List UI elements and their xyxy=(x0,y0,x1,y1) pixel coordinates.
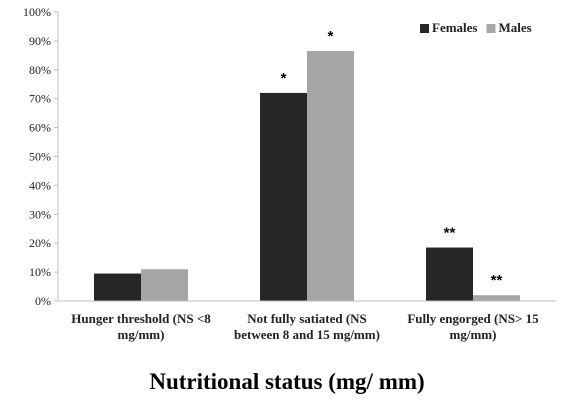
bar-males-0 xyxy=(141,269,188,301)
bar-males-1 xyxy=(307,51,354,301)
legend-swatch-males xyxy=(486,24,495,33)
legend-label-males: Males xyxy=(498,20,531,35)
x-category-label: Hunger threshold (NS <8 mg/mm) xyxy=(71,311,211,342)
bar-males-2 xyxy=(473,295,520,301)
y-tick-label: 90% xyxy=(29,34,51,48)
y-tick-label: 40% xyxy=(29,178,51,192)
x-axis-title: Nutritional status (mg/ mm) xyxy=(149,369,424,394)
bar-females-2 xyxy=(426,248,473,301)
x-category-label: Not fully satiated (NS between 8 and 15 m… xyxy=(234,311,380,342)
bars xyxy=(94,51,520,301)
significance-marker: * xyxy=(328,28,334,45)
y-tick-label: 10% xyxy=(29,265,51,279)
x-category-label: Fully engorged (NS> 15 mg/mm) xyxy=(407,311,539,342)
y-tick-label: 30% xyxy=(29,207,51,221)
significance-marker: * xyxy=(281,70,287,87)
legend: Females Males xyxy=(420,20,532,35)
y-tick-label: 50% xyxy=(29,150,51,164)
significance-marker: ** xyxy=(444,225,456,242)
y-tick-label: 20% xyxy=(29,236,51,250)
bar-females-1 xyxy=(260,93,307,301)
y-tick-label: 80% xyxy=(29,63,51,77)
legend-label-females: Females xyxy=(432,20,477,35)
y-tick-label: 0% xyxy=(35,294,51,308)
x-axis: Hunger threshold (NS <8 mg/mm) Not fully s… xyxy=(58,301,556,342)
y-tick-label: 100% xyxy=(23,5,51,19)
legend-swatch-females xyxy=(420,24,429,33)
y-tick-label: 60% xyxy=(29,121,51,135)
significance-marker: ** xyxy=(491,272,503,289)
y-axis: 0% 10% 20% 30% 40% 50% 60% 70% 80% 90% 100% xyxy=(23,5,58,308)
bar-females-0 xyxy=(94,274,141,301)
y-tick-label: 70% xyxy=(29,92,51,106)
